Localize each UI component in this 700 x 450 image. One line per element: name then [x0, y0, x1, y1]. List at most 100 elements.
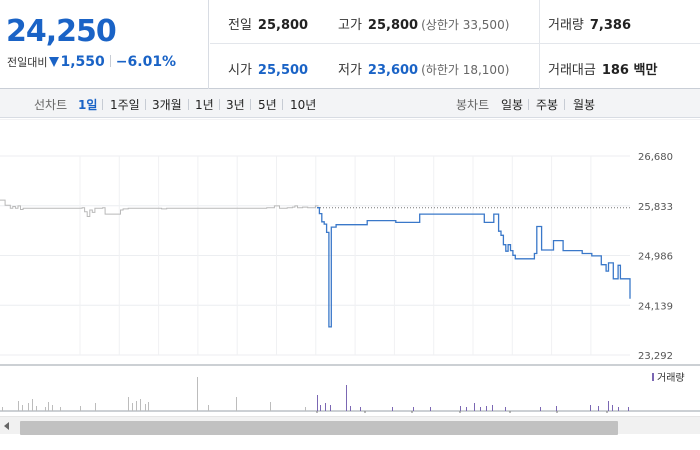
today-price-line — [317, 207, 631, 328]
volume-value: 7,386 — [589, 18, 632, 33]
volume-bar — [492, 405, 493, 411]
volume-bar — [430, 407, 431, 411]
intraday-chart: 26,680 25,833 24,986 24,139 23,292 거래량 — [0, 118, 700, 415]
volume-bar — [480, 407, 481, 411]
volume-bar — [460, 406, 461, 411]
volume-bar — [486, 406, 487, 411]
volume-bar — [28, 403, 29, 411]
period-10y[interactable]: 10년 — [290, 98, 317, 112]
prev-close-cell: 전일 25,800 — [228, 14, 308, 33]
volume-bar — [208, 405, 209, 411]
volume-bar — [556, 406, 557, 411]
volume-bar — [18, 401, 19, 411]
volume-bar — [628, 407, 629, 411]
volume-bar — [330, 405, 331, 411]
scrollbar-track[interactable] — [0, 416, 700, 435]
volume-bar — [608, 401, 609, 411]
stats-row-2: 시가 25,500 저가 23,600 (하한가 18,100) 거래대금 186 백만 — [210, 45, 700, 89]
stats-divider — [539, 0, 540, 89]
low-value: 23,600 — [367, 63, 419, 78]
volume-bar — [52, 405, 53, 411]
candle-weekly[interactable]: 주봉 — [536, 98, 559, 112]
period-3m[interactable]: 3개월 — [152, 98, 182, 112]
low-label: 저가 — [338, 63, 362, 78]
volume-bar — [136, 401, 137, 411]
y-tick-label: 25,833 — [638, 202, 673, 213]
volume-bar — [36, 406, 37, 411]
divider — [528, 99, 529, 110]
lower-limit: (하한가 18,100) — [421, 63, 510, 77]
volume-bar — [2, 407, 3, 411]
volume-bar — [320, 405, 321, 411]
scrollbar-thumb[interactable] — [20, 421, 618, 435]
volume-bar — [197, 377, 198, 411]
prev-close-label: 전일 — [228, 18, 252, 33]
volume-legend-swatch — [652, 373, 654, 381]
current-price: 24,250 — [6, 14, 117, 49]
down-triangle-icon — [49, 57, 60, 67]
high-cell: 고가 25,800 (상한가 33,500) — [338, 14, 509, 33]
upper-limit: (상한가 33,500) — [421, 18, 510, 32]
volume-bar — [132, 403, 133, 411]
quote-stats: 전일 25,800 고가 25,800 (상한가 33,500) 거래량 7,386 시… — [210, 0, 700, 89]
volume-bar — [270, 402, 271, 411]
volume-bar — [148, 402, 149, 411]
period-3y[interactable]: 3년 — [226, 98, 245, 112]
period-1y[interactable]: 1년 — [195, 98, 214, 112]
chevron-left-icon[interactable] — [4, 422, 9, 430]
volume-bar — [317, 395, 318, 411]
volume-bar — [45, 407, 46, 411]
volume-bar — [413, 407, 414, 411]
chart-scrollbar[interactable] — [0, 413, 700, 437]
volume-bar — [474, 403, 475, 411]
volume-bar — [95, 403, 96, 411]
volume-label: 거래량 — [548, 18, 584, 33]
candle-chart-label: 봉차트 — [456, 98, 490, 112]
volume-cell: 거래량 7,386 — [548, 14, 631, 33]
period-5y[interactable]: 5년 — [258, 98, 277, 112]
volume-bar — [346, 385, 347, 411]
change-label: 전일대비 — [7, 56, 48, 69]
trade-value-cell: 거래대금 186 백만 — [548, 59, 657, 78]
high-label: 고가 — [338, 18, 362, 33]
line-chart-label: 선차트 — [34, 98, 68, 112]
candle-monthly[interactable]: 월봉 — [573, 98, 596, 112]
low-cell: 저가 23,600 (하한가 18,100) — [338, 59, 509, 78]
divider — [564, 99, 565, 110]
volume-bar — [128, 397, 129, 411]
divider — [145, 99, 146, 110]
price-chart-svg: 26,680 25,833 24,986 24,139 23,292 거래량 — [0, 118, 700, 415]
divider — [102, 99, 103, 110]
period-1w[interactable]: 1주일 — [110, 98, 140, 112]
high-value: 25,800 — [367, 18, 419, 33]
candle-daily[interactable]: 일봉 — [501, 98, 524, 112]
divider — [109, 55, 111, 67]
open-cell: 시가 25,500 — [228, 59, 308, 78]
volume-bar — [540, 407, 541, 411]
volume-bar — [350, 406, 351, 411]
change-row: 전일대비 1,550 −6.01% — [7, 54, 176, 70]
volume-bar — [145, 404, 146, 411]
open-label: 시가 — [228, 63, 252, 78]
volume-bar — [466, 407, 467, 411]
previous-day-price-line — [0, 199, 319, 217]
y-tick-label: 26,680 — [638, 152, 673, 163]
divider — [219, 99, 220, 110]
y-tick-label: 24,139 — [638, 301, 673, 312]
stock-quote-panel: 24,250 전일대비 1,550 −6.01% 전일 25,800 고가 25,800… — [0, 0, 700, 89]
volume-bar — [360, 407, 361, 411]
volume-bar — [22, 405, 23, 411]
volume-bar — [140, 399, 141, 411]
prev-close-value: 25,800 — [257, 18, 309, 33]
chart-period-toolbar: 선차트 1일 1주일 3개월 1년 3년 5년 10년 봉차트 일봉 주봉 월봉 — [0, 89, 700, 118]
change-amount: 1,550 — [60, 54, 105, 70]
volume-bar — [618, 407, 619, 411]
current-price-box: 24,250 전일대비 1,550 −6.01% — [0, 0, 209, 89]
volume-bar — [32, 399, 33, 411]
stats-row-1: 전일 25,800 고가 25,800 (상한가 33,500) 거래량 7,386 — [210, 0, 700, 44]
y-tick-label: 24,986 — [638, 252, 673, 263]
period-1d[interactable]: 1일 — [78, 98, 98, 112]
volume-bar — [590, 405, 591, 411]
volume-bar — [60, 407, 61, 411]
volume-bar — [505, 407, 506, 411]
